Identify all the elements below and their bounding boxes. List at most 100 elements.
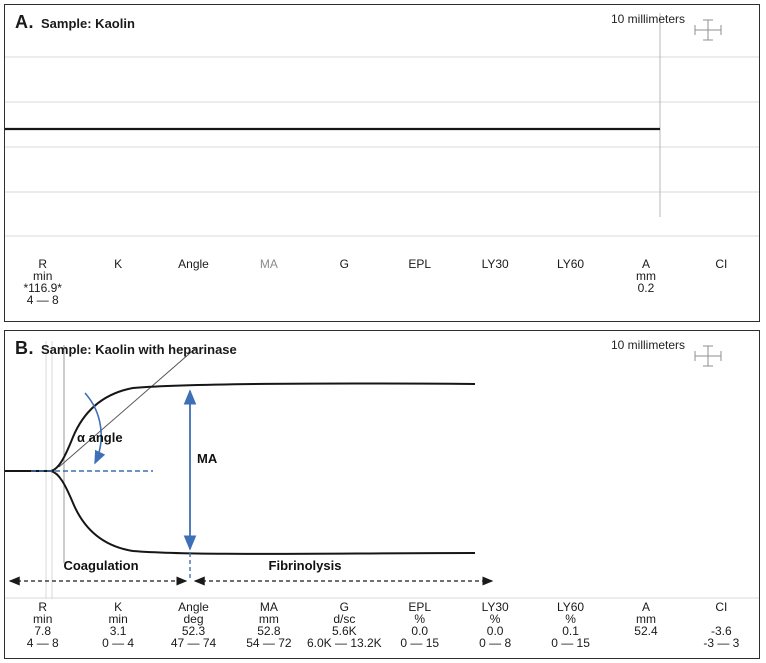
param-unit: % [565, 612, 576, 626]
param-range: 0 — 15 [400, 636, 440, 650]
coagulation-label: Coagulation [63, 558, 139, 573]
param-header: K [114, 600, 123, 614]
param-range: 0 — 15 [551, 636, 590, 650]
param-unit: min [108, 612, 128, 626]
alpha-tangent-line [58, 346, 198, 468]
param-column-MA: MA [231, 258, 306, 306]
param-column-MA: MA mm 52.8 54 — 72 [231, 601, 306, 649]
param-value [231, 282, 306, 294]
param-value [684, 282, 759, 294]
param-range: 4 — 8 [26, 293, 59, 307]
scale-label: 10 millimeters [611, 12, 686, 26]
param-column-LY30: LY30 [457, 258, 532, 306]
param-header: EPL [408, 257, 432, 271]
param-header: A [641, 257, 650, 271]
param-header: R [38, 257, 48, 271]
param-column-CI: CI [684, 258, 759, 306]
param-range [608, 637, 683, 649]
param-unit: min [33, 612, 53, 626]
panel-b-letter: B. [15, 338, 34, 358]
param-column-EPL: EPL [382, 258, 457, 306]
param-unit [457, 270, 532, 282]
param-range: 47 — 74 [170, 636, 217, 650]
param-header: MA [259, 600, 278, 614]
param-value: 0.1 [562, 624, 579, 638]
param-header: Angle [178, 257, 209, 271]
scale-crosshair-icon [694, 345, 722, 367]
param-header: Angle [178, 600, 209, 614]
param-unit: % [489, 612, 501, 626]
param-unit [684, 270, 759, 282]
panel-b-sample-title: Sample: Kaolin with heparinase [41, 342, 237, 357]
param-header: LY60 [556, 257, 585, 271]
param-unit: min [33, 269, 53, 283]
param-header: G [339, 257, 349, 271]
param-value: 52.3 [181, 624, 206, 638]
param-value: 3.1 [109, 624, 127, 638]
param-value: *116.9* [23, 281, 62, 295]
param-header: LY30 [481, 600, 509, 614]
param-header: EPL [408, 600, 432, 614]
param-unit [382, 270, 457, 282]
param-header: G [339, 600, 349, 614]
param-range [684, 294, 759, 306]
param-value [80, 282, 155, 294]
param-header: A [641, 600, 650, 614]
param-range [80, 294, 155, 306]
param-value: 0.0 [411, 624, 429, 638]
param-range [307, 294, 382, 306]
param-range: -3 — 3 [703, 636, 740, 650]
fibrinolysis-label: Fibrinolysis [268, 558, 342, 573]
ma-label: MA [197, 451, 218, 466]
param-header: MA [259, 257, 278, 271]
param-unit [533, 270, 608, 282]
param-range: 6.0K — 13.2K [306, 636, 382, 650]
param-unit: mm [635, 612, 656, 626]
param-value: 0.0 [486, 624, 504, 638]
param-header: LY30 [481, 257, 509, 271]
param-column-EPL: EPL% 0.0 0 — 15 [382, 601, 457, 649]
param-column-G: G [307, 258, 382, 306]
panel-b-title: B. Sample: Kaolin with heparinase [15, 338, 237, 359]
param-range [608, 294, 683, 306]
param-header: LY60 [556, 600, 585, 614]
param-unit: mm [258, 612, 279, 626]
panel-a-letter: A. [15, 12, 34, 32]
param-value: 0.2 [637, 281, 655, 295]
alpha-angle-arc-arrow [84, 392, 106, 465]
param-value [156, 282, 231, 294]
param-unit [80, 270, 155, 282]
param-range [231, 294, 306, 306]
param-value [533, 282, 608, 294]
teg-trace-lower [50, 470, 476, 555]
param-value: -3.6 [711, 624, 732, 638]
panel-a-sample-title: Sample: Kaolin [41, 16, 135, 31]
param-header: K [114, 257, 123, 271]
param-unit: d/sc [333, 612, 356, 626]
alpha-angle-label: α angle [77, 430, 123, 445]
teg-trace-upper [5, 382, 476, 472]
param-range [382, 294, 457, 306]
param-value: 5.6K [331, 624, 357, 638]
param-range: 0 — 4 [102, 636, 135, 650]
param-header: CI [715, 600, 728, 614]
param-unit: mm [635, 269, 656, 283]
param-header: R [38, 600, 48, 614]
param-range: 4 — 8 [26, 636, 59, 650]
param-value: 52.4 [634, 624, 658, 638]
param-unit [156, 270, 231, 282]
param-column-LY30: LY30% 0.0 0 — 8 [457, 601, 532, 649]
param-value [307, 282, 382, 294]
param-value [382, 282, 457, 294]
param-value: 52.8 [257, 624, 281, 638]
param-unit [307, 270, 382, 282]
teg-tracing-b [5, 341, 759, 599]
